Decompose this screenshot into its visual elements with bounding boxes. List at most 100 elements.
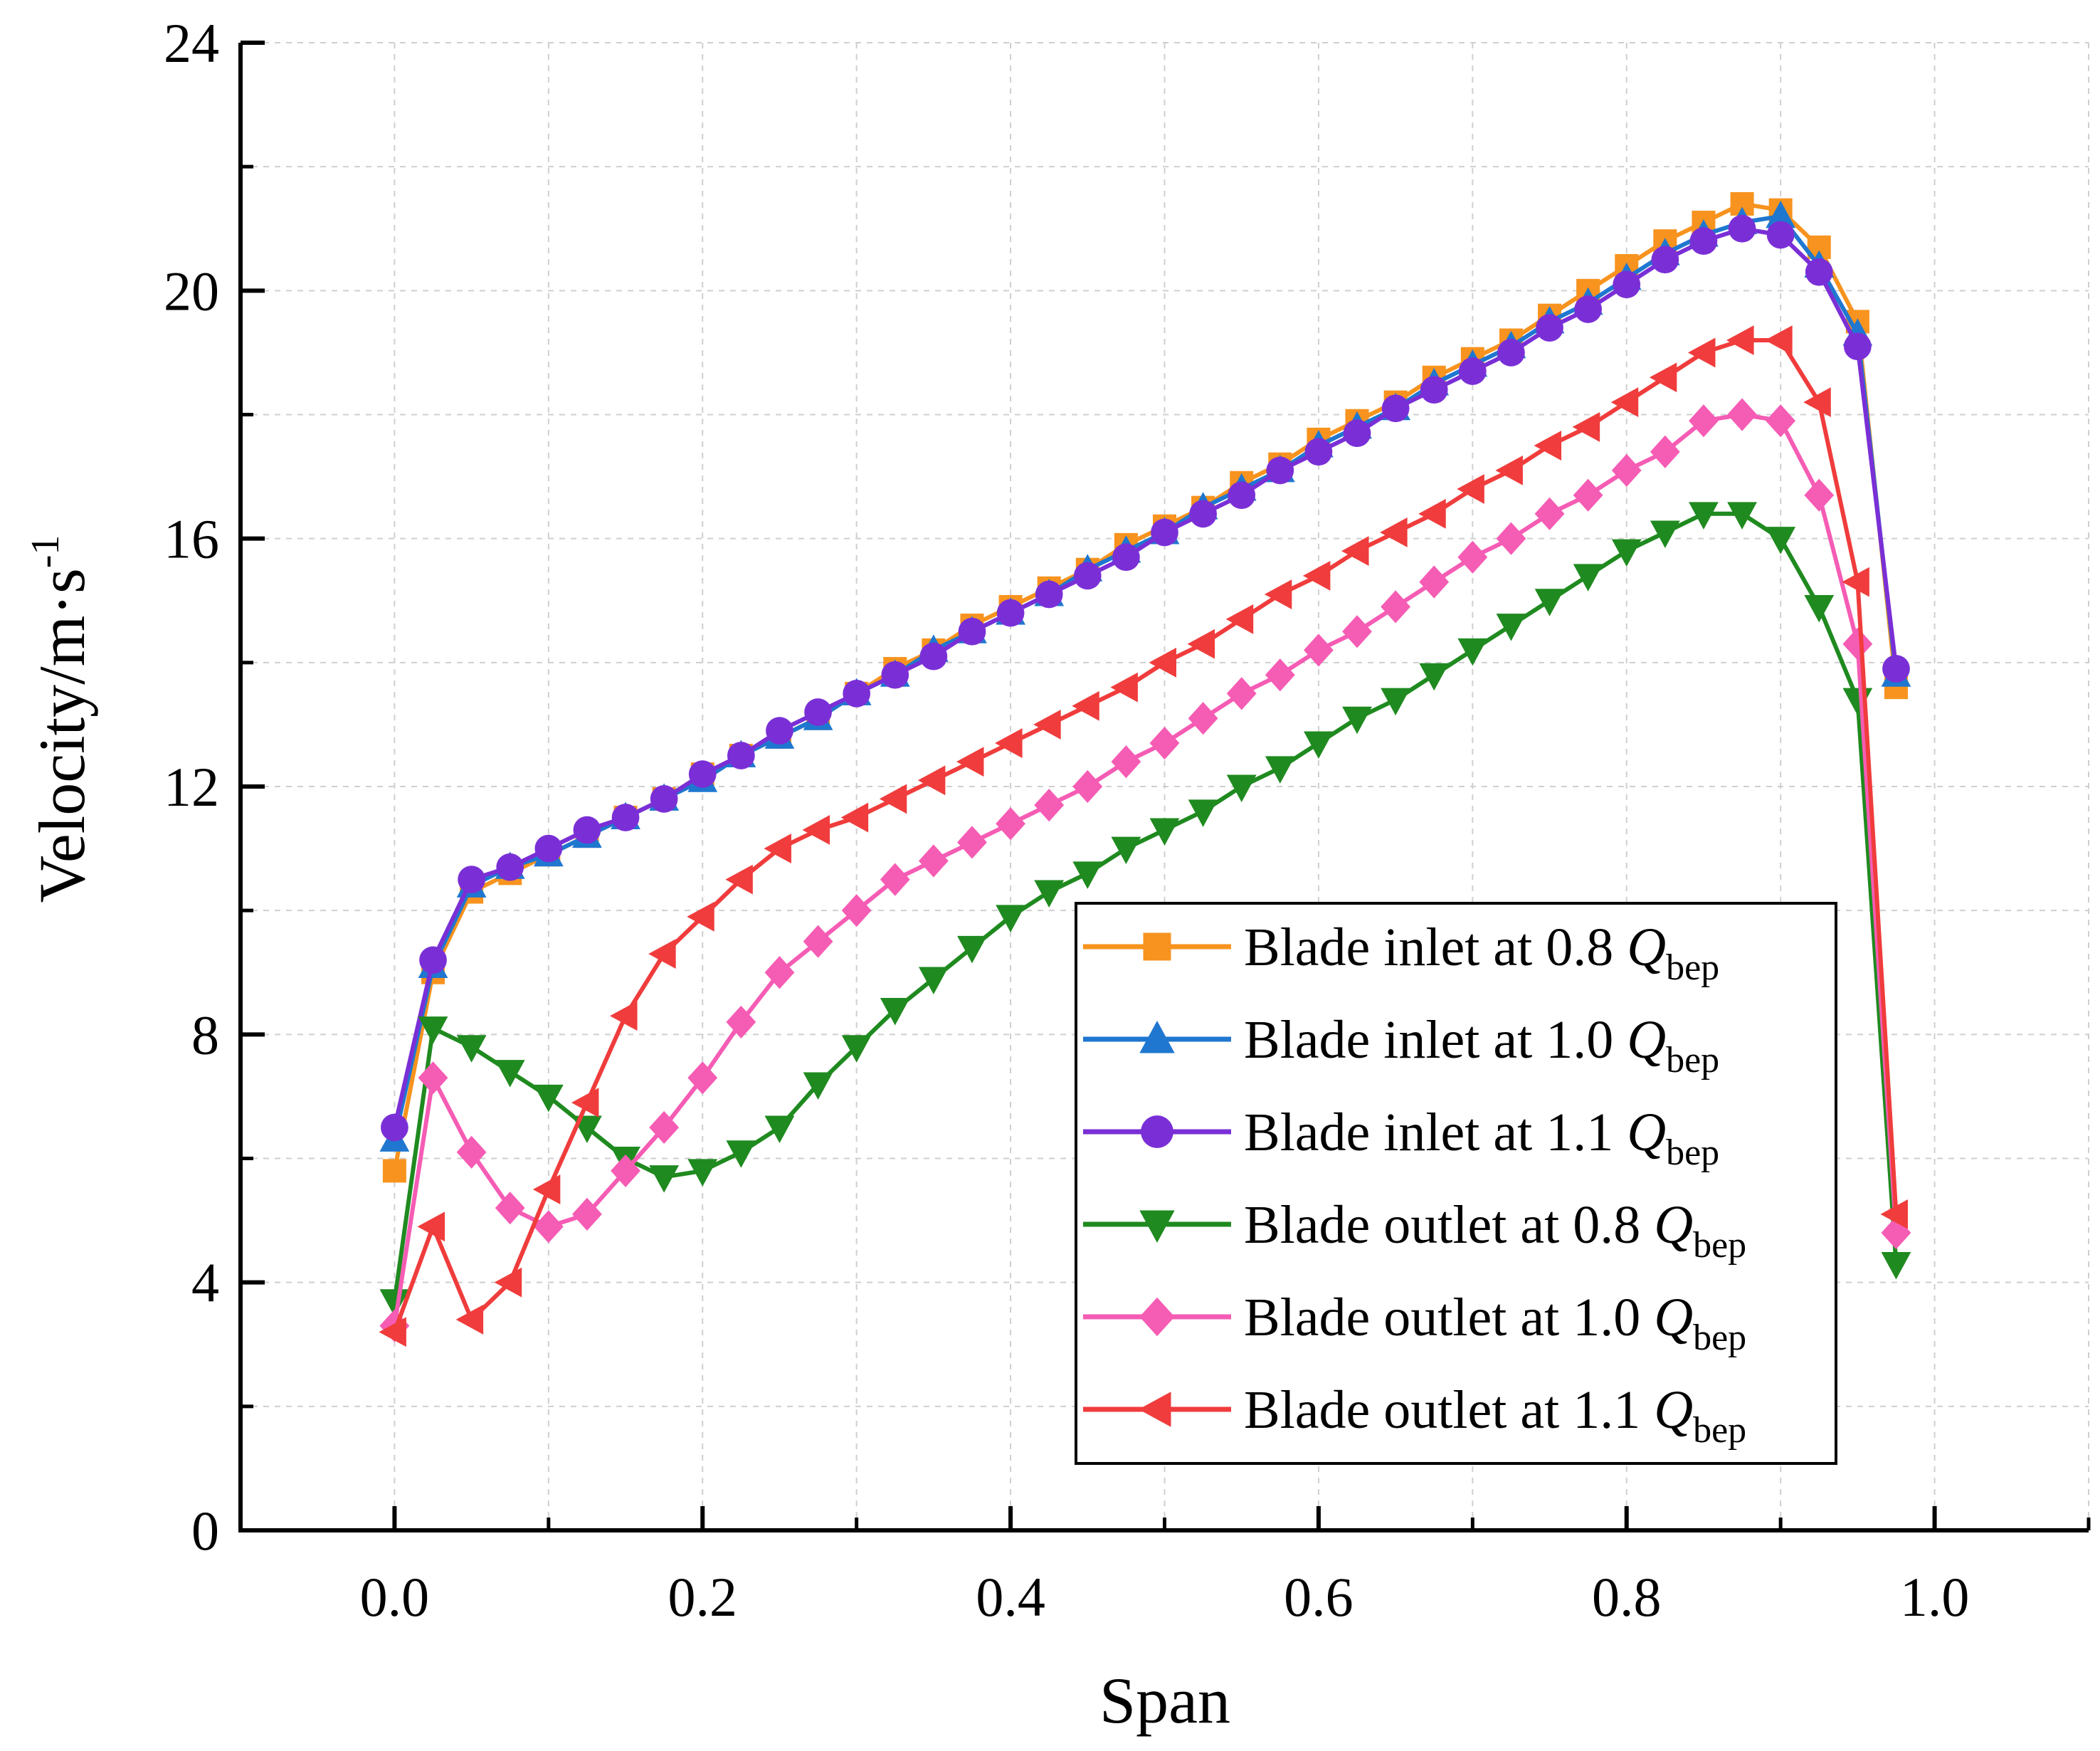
x-tick-label: 0.8 [1592,1566,1662,1628]
legend-entry-3: Blade inlet at 1.1 Qbep [1083,1103,1719,1173]
data-point [958,617,986,646]
data-point [840,802,869,833]
data-point [1143,932,1171,961]
data-point [417,1211,445,1242]
data-point [957,826,987,859]
data-point [1689,502,1719,530]
data-point [650,785,678,813]
data-point [1149,726,1180,760]
data-point [1189,500,1217,528]
data-point [1611,453,1642,487]
legend-label-subscript: bep [1666,1132,1719,1173]
data-point [1035,580,1063,609]
data-point [611,1154,640,1188]
data-point [995,728,1023,758]
data-point [1689,227,1718,256]
data-point [1766,200,1796,228]
data-point [1034,789,1065,822]
data-point [1727,398,1757,431]
data-point [1139,1297,1175,1337]
data-point [1266,456,1294,485]
legend-label-subscript: bep [1666,1040,1719,1080]
legend-label-main: Blade inlet at 1.1 [1244,1103,1627,1162]
legend: Blade inlet at 0.8 Qbep Blade inlet at 1.… [1075,902,1837,1465]
data-point [1419,565,1450,599]
legend-label-subscript: bep [1666,947,1719,988]
data-point [919,642,948,671]
data-point [456,1035,487,1063]
data-point [1343,419,1371,447]
data-point [687,901,714,932]
legend-label-subscript: bep [1693,1318,1746,1358]
y-tick-label: 8 [191,1004,219,1066]
data-point [1650,435,1680,468]
data-point [880,998,910,1026]
data-point [1766,527,1796,554]
data-point [1139,1210,1175,1243]
data-point [1728,214,1756,243]
data-point [533,1210,564,1243]
series-5 [379,398,1911,1342]
data-point [649,1165,680,1193]
data-point [1457,474,1484,504]
legend-label-main: Blade outlet at 0.8 [1244,1195,1654,1255]
data-point [1650,520,1680,548]
series-3 [381,214,1910,1142]
data-point [1881,1216,1911,1250]
x-tick-label: 0.0 [360,1566,430,1628]
data-point [1139,1392,1171,1427]
data-point [610,1001,638,1031]
data-point [1110,672,1138,703]
x-tick-label: 0.4 [976,1566,1045,1628]
data-point [611,804,640,831]
data-point [1342,706,1372,735]
data-point [766,717,793,745]
data-point [495,1060,525,1088]
data-point [688,760,717,788]
legend-label: Blade inlet at 0.8 Qbep [1244,917,1719,988]
data-point [1265,756,1295,784]
data-point [455,1305,484,1335]
data-point [494,1267,522,1298]
data-point [1381,590,1411,624]
data-point [804,698,832,726]
legend-entry-4: Blade outlet at 0.8 Qbep [1083,1195,1746,1266]
data-point [1880,1199,1908,1229]
data-point [1420,376,1448,404]
legend-label-main: Blade inlet at 0.8 [1244,917,1627,977]
data-point [1034,880,1065,908]
data-point [956,747,984,777]
data-point [1534,589,1565,616]
data-point [1881,1252,1911,1280]
data-point [495,1192,525,1225]
y-tick-label: 12 [164,756,219,818]
data-point [418,1061,448,1095]
data-point [1304,438,1333,466]
data-point [1497,339,1525,367]
data-point [957,935,987,964]
data-point [532,1174,561,1204]
data-point [1536,314,1563,342]
legend-label: Blade inlet at 1.0 Qbep [1244,1010,1719,1080]
data-point [573,816,601,844]
y-tick-label: 20 [164,260,219,322]
data-point [1187,629,1215,659]
data-point [1573,564,1603,591]
data-point [419,946,447,974]
data-point [1687,337,1716,368]
data-point [1072,861,1103,889]
data-point [843,680,871,708]
y-axis-title-superscript: -1 [23,535,68,569]
legend-label-main: Blade inlet at 1.0 [1244,1010,1627,1070]
data-point [1149,818,1180,846]
data-point [1149,647,1176,678]
data-point [1264,579,1292,609]
data-point [1844,332,1872,361]
data-point [1766,221,1795,249]
y-tick-label: 16 [164,508,219,570]
data-point [1458,357,1487,385]
legend-entry-6: Blade outlet at 1.1 Qbep [1083,1380,1746,1451]
data-point [1727,502,1757,530]
legend-box [1075,902,1837,1465]
data-point [382,1159,406,1183]
